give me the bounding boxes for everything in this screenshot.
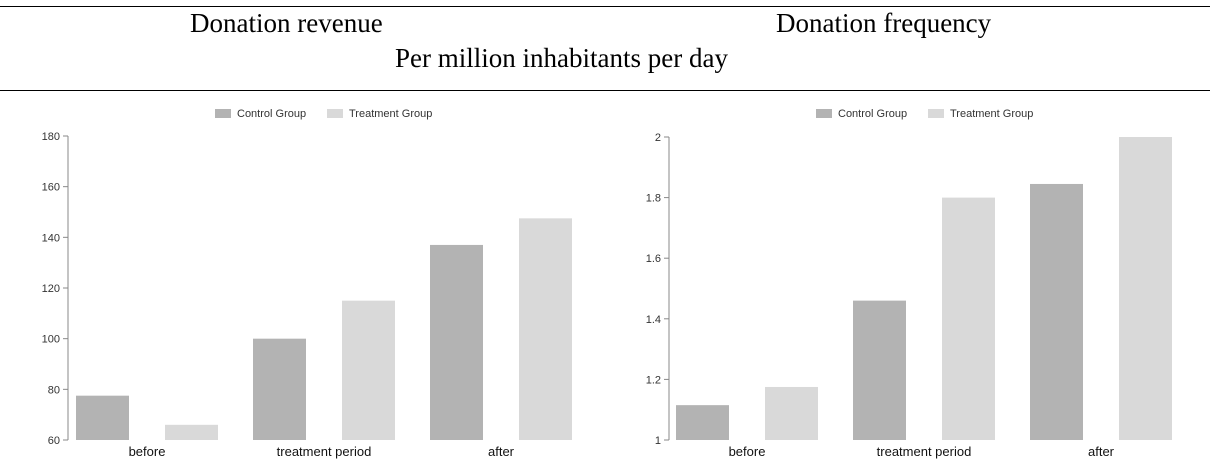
- bar-control: [1030, 183, 1083, 440]
- legend-label: Treatment Group: [950, 108, 1033, 120]
- revenue-chart: Control Group Treatment Group 60 80 100 120 14…: [42, 108, 572, 459]
- subtitle: Per million inhabitants per day: [395, 43, 728, 73]
- bar-treatment: [1119, 137, 1172, 440]
- y-tick-label: 1.2: [646, 374, 661, 386]
- y-tick-label: 1: [655, 435, 661, 447]
- top-rule: [0, 6, 1210, 7]
- legend-label: Control Group: [838, 108, 907, 120]
- x-category-label: treatment period: [277, 444, 372, 459]
- x-category-label: before: [129, 444, 166, 459]
- legend-label: Control Group: [237, 108, 306, 120]
- bar-treatment: [342, 300, 395, 440]
- x-category-label: after: [1088, 444, 1115, 459]
- y-tick-label: 80: [48, 384, 60, 396]
- y-tick-label: 160: [42, 182, 60, 194]
- x-category-label: before: [729, 444, 766, 459]
- y-tick-label: 1.4: [646, 314, 661, 326]
- x-category-label: treatment period: [877, 444, 972, 459]
- legend-swatch: [816, 109, 832, 118]
- y-tick-label: 100: [42, 334, 60, 346]
- left-panel-title: Donation revenue: [190, 8, 383, 38]
- bar-treatment: [519, 218, 572, 440]
- bar-treatment: [942, 197, 995, 440]
- y-tick-label: 1.6: [646, 253, 661, 265]
- bar-control: [676, 405, 729, 440]
- y-tick-label: 60: [48, 435, 60, 447]
- y-tick-label: 1.8: [646, 193, 661, 205]
- bar-control: [253, 338, 306, 440]
- y-tick-label: 2: [655, 132, 661, 144]
- bar-control: [853, 300, 906, 440]
- frequency-chart: Control Group Treatment Group 1 1.2 1.4 1.6 1.…: [646, 108, 1172, 459]
- bottom-rule: [0, 90, 1210, 91]
- legend-label: Treatment Group: [349, 108, 432, 120]
- x-category-label: after: [488, 444, 515, 459]
- y-tick-label: 180: [42, 131, 60, 143]
- bar-treatment: [765, 386, 818, 440]
- y-tick-label: 140: [42, 232, 60, 244]
- right-panel-title: Donation frequency: [776, 8, 992, 38]
- y-tick-label: 120: [42, 283, 60, 295]
- bar-control: [76, 395, 129, 440]
- bar-control: [430, 244, 483, 440]
- legend-swatch: [327, 109, 343, 118]
- bar-treatment: [165, 424, 218, 440]
- legend-swatch: [928, 109, 944, 118]
- legend-swatch: [215, 109, 231, 118]
